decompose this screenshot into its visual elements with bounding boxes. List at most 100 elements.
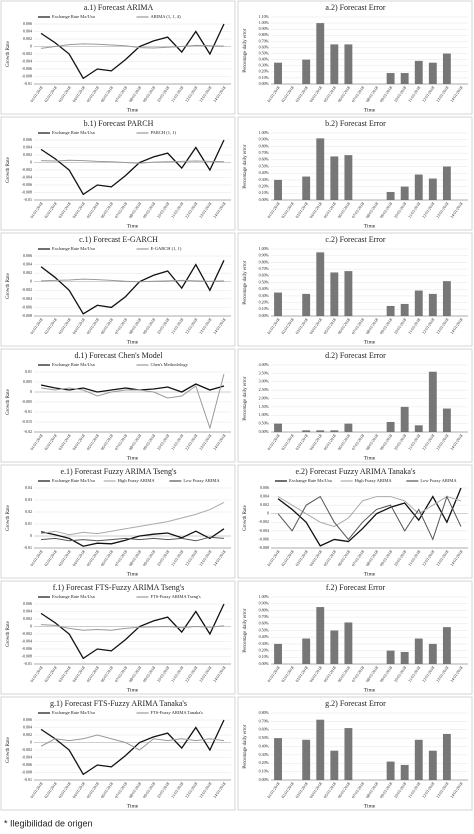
panel: e.2) Forecast Fuzzy ARIMA Tanaka's Exchan… xyxy=(237,464,473,579)
bar xyxy=(428,371,437,432)
x-tick-label: 11/01/2018 xyxy=(170,201,184,219)
y-tick-label: 2.00% xyxy=(259,395,270,400)
x-tick-label: 03/01/2018 xyxy=(57,317,72,335)
y-tick-label: 0.004 xyxy=(260,493,269,498)
x-tick-label: 14/01/2018 xyxy=(449,201,464,219)
y-tick-label: 0.40% xyxy=(259,57,270,62)
x-tick-label: 03/01/2018 xyxy=(294,201,309,219)
panel-border xyxy=(237,116,473,231)
x-tick-label: 03/01/2018 xyxy=(294,317,309,335)
x-tick-label: 13/01/2018 xyxy=(198,665,213,683)
x-tick-label: 08/01/2018 xyxy=(365,549,380,567)
bar xyxy=(386,191,395,200)
y-tick-label: 0.60% xyxy=(259,157,270,162)
panel-border xyxy=(0,580,236,695)
y-axis-label: Growth Rate xyxy=(6,272,11,298)
y-tick-label: 0 xyxy=(30,533,32,538)
y-tick-label: 0.40% xyxy=(259,286,270,291)
bar xyxy=(442,408,451,432)
x-tick-label: 14/01/2018 xyxy=(212,433,227,451)
bar xyxy=(344,622,353,664)
x-tick-label: 13/01/2018 xyxy=(198,317,213,335)
x-tick-label: 10/01/2018 xyxy=(393,433,408,451)
y-tick-label: 0.006 xyxy=(23,21,32,26)
y-tick-label: 0.40% xyxy=(259,743,270,748)
x-tick-label: 03/01/2018 xyxy=(294,665,309,683)
bar xyxy=(414,174,423,200)
y-tick-label: 0 xyxy=(30,623,32,628)
x-tick-label: 06/01/2018 xyxy=(336,201,351,219)
x-tick-label: 11/01/2018 xyxy=(407,433,421,451)
y-tick-label: 0.30% xyxy=(259,177,270,182)
y-tick-label: 0.70% xyxy=(259,38,270,43)
bar xyxy=(400,303,409,316)
x-tick-label: 04/01/2018 xyxy=(308,433,323,451)
bar xyxy=(414,739,423,780)
y-tick-label: 0 xyxy=(30,279,32,284)
x-tick-label: 08/01/2018 xyxy=(128,549,143,567)
x-tick-label: 04/01/2018 xyxy=(308,85,323,103)
x-tick-label: 08/01/2018 xyxy=(365,201,380,219)
x-tick-label: 11/01/2018 xyxy=(407,85,421,103)
y-axis-label: Percentage daily error xyxy=(243,144,248,188)
x-tick-label: 14/01/2018 xyxy=(449,85,464,103)
bar xyxy=(400,186,409,200)
x-tick-label: 11/01/2018 xyxy=(170,665,184,683)
panel-border xyxy=(237,580,473,695)
x-tick-label: 10/01/2018 xyxy=(393,665,408,683)
bar xyxy=(442,281,451,316)
bar xyxy=(414,638,423,664)
y-tick-label: 0 xyxy=(30,159,32,164)
y-tick-label: 3.50% xyxy=(259,370,270,375)
legend-label: Exchange Rate Mx/Usa xyxy=(52,710,95,715)
x-tick-label: 04/01/2018 xyxy=(71,665,86,683)
x-tick-label: 14/01/2018 xyxy=(212,665,227,683)
panel: c.2) Forecast Error 0.00% 0.10%0.20% 0.30% 0… xyxy=(237,232,473,347)
x-tick-label: 07/01/2018 xyxy=(350,781,365,799)
x-tick-label: 01/01/2018 xyxy=(266,433,281,451)
x-tick-label: 14/01/2018 xyxy=(449,433,464,451)
x-tick-label: 06/01/2018 xyxy=(336,549,351,567)
x-tick-label: 01/01/2018 xyxy=(266,549,281,567)
x-tick-label: 07/01/2018 xyxy=(113,433,128,451)
bar xyxy=(330,272,339,316)
panel: f.2) Forecast Error 0.00% 0.10%0.20% 0.30% 0… xyxy=(237,580,473,695)
y-tick-label: 0.006 xyxy=(23,717,32,722)
x-axis-label: Time xyxy=(364,107,376,113)
x-tick-label: 12/01/2018 xyxy=(421,781,436,799)
panel-border xyxy=(0,696,236,811)
chart-title: c.1) Forecast E-GARCH xyxy=(79,235,158,244)
y-tick-label: 0.80% xyxy=(259,259,270,264)
y-tick-label: 0.004 xyxy=(23,608,32,613)
panel-border xyxy=(237,696,473,811)
x-tick-label: 08/01/2018 xyxy=(128,665,143,683)
x-tick-label: 08/01/2018 xyxy=(128,317,143,335)
x-tick-label: 04/01/2018 xyxy=(71,317,86,335)
y-axis-label: Percentage daily error xyxy=(243,608,248,652)
series-line xyxy=(40,23,225,80)
y-axis-label: Growth Rate xyxy=(6,388,11,414)
x-tick-label: 01/01/2018 xyxy=(29,433,44,451)
x-tick-label: 13/01/2018 xyxy=(198,781,213,799)
x-tick-label: 10/01/2018 xyxy=(393,781,408,799)
bar xyxy=(316,607,325,664)
x-axis-label: Time xyxy=(364,571,376,577)
x-tick-label: 13/01/2018 xyxy=(435,433,450,451)
bar xyxy=(316,252,325,316)
x-tick-label: 11/01/2018 xyxy=(407,781,421,799)
y-axis-label: Growth Rate xyxy=(6,736,11,762)
chart-title: f.1) Forecast FTS-Fuzzy ARIMA Tseng's xyxy=(53,583,185,592)
chart-title: a.2) Forecast Error xyxy=(325,3,386,12)
y-tick-label: -0.004 xyxy=(22,638,32,643)
bar xyxy=(330,156,339,200)
series-line xyxy=(277,487,462,547)
x-tick-label: 12/01/2018 xyxy=(421,201,436,219)
x-tick-label: 12/01/2018 xyxy=(184,317,199,335)
y-tick-label: 0.80% xyxy=(259,710,270,715)
y-tick-label: -0.008 xyxy=(22,313,32,318)
panel-border xyxy=(0,348,236,463)
y-tick-label: 0.40% xyxy=(259,170,270,175)
series-line xyxy=(40,43,224,49)
y-axis-label: Percentage daily error xyxy=(243,376,248,420)
x-tick-label: 05/01/2018 xyxy=(85,85,100,103)
